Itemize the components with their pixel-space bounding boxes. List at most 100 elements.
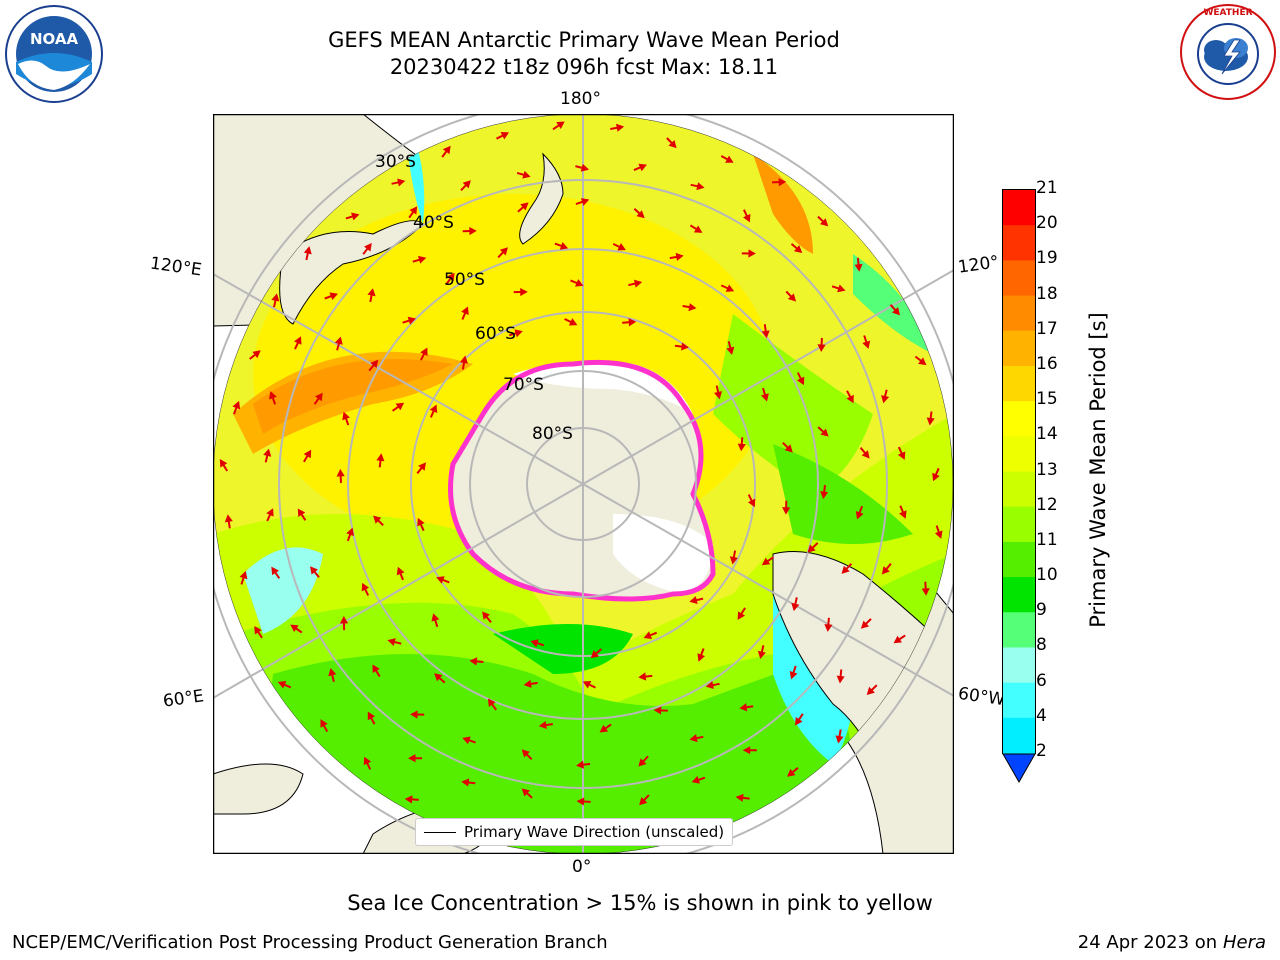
wave-arrow-head [342,411,350,421]
wave-arrow-head [290,624,299,633]
colorbar-segment [1003,295,1035,332]
wave-arrow-head [681,342,689,351]
wave-arrow-head [739,703,748,712]
wave-arrow-head [793,245,803,253]
wave-arrow-head [372,664,380,674]
wave-arrow-head [846,394,854,404]
wave-arrow-head [861,450,870,459]
lon-label-60e: 60°E [161,686,206,712]
wave-arrow-head [791,602,800,612]
wave-arrow-head [523,679,532,688]
colorbar-tick-label: 21 [1036,178,1058,198]
wave-arrow-head [697,653,706,662]
legend-label: Primary Wave Direction (unscaled) [464,823,725,841]
colorbar-tick-label: 18 [1036,283,1058,304]
wave-arrow-head [320,719,328,728]
wave-arrow-head [224,514,233,523]
wave-arrow-head [361,582,370,592]
wave-arrow-head [294,336,302,345]
wave-arrow-head [696,182,705,191]
wave-arrow-head [747,498,756,508]
lon-label-60w: 60°W [956,683,1007,711]
wave-arrow-head [761,330,770,339]
wave-arrow-head [232,400,241,410]
colorbar-segment [1003,365,1035,402]
colorbar-tick-label: 6 [1036,670,1047,691]
chart-subtitle: 20230422 t18z 096h fcst Max: 18.11 [389,55,779,79]
wave-arrow-head [266,508,274,517]
lat-label-60s: 60°S [475,324,516,344]
lat-label-70s: 70°S [503,375,544,395]
wave-arrow-head [431,613,440,622]
wave-arrow-head [854,263,863,272]
wave-arrow-head [866,686,875,695]
svg-text:NOAA: NOAA [30,30,79,48]
lon-label-0: 0° [572,857,592,877]
wave-arrow-head [820,218,829,227]
colorbar-segment [1003,190,1035,226]
wave-arrow-head [303,246,312,255]
wave-arrow-head [653,706,662,715]
wave-arrow-head [638,672,647,681]
wave-arrow-head [807,544,816,553]
wave-arrow-head [271,293,280,302]
wave-arrow-head [219,459,228,468]
wave-arrow-head [334,336,343,345]
wave-arrow-head [582,681,592,689]
wave-arrow-head [824,624,833,632]
wave-arrow-head [675,252,684,261]
wave-arrow-head [689,596,698,604]
wave-arrow-head [580,163,590,172]
chart-title: GEFS MEAN Antarctic Primary Wave Mean Pe… [328,28,840,52]
wave-arrow-head [418,462,426,471]
wave-arrow-head [636,210,645,219]
lon-label-120w: 120° [956,252,1001,278]
lat-label-40s: 40°S [413,213,454,233]
wave-arrow-head [252,350,261,359]
colorbar-svg [1002,190,1036,784]
wave-arrow-head [459,355,468,364]
wave-arrow-head [615,123,625,132]
sea-ice-caption: Sea Ice Concentration > 15% is shown in … [347,891,933,915]
wave-arrow-head [789,671,798,680]
wave-arrow-head [336,468,345,477]
wave-arrow-head [436,576,445,584]
wave-arrow-head [376,453,385,462]
wave-arrow-head [487,698,496,708]
wave-arrow-head [461,306,469,315]
wave-arrow-head [499,247,508,256]
colorbar-tick-label: 19 [1036,248,1058,269]
wave-arrow-head [297,508,306,517]
wave-arrow-head [820,491,829,500]
polar-map-svg [212,113,955,855]
wave-arrow-head [757,650,766,660]
colorbar-segment [1003,577,1035,613]
wave-arrow-head [643,631,653,639]
colorbar-segment [1003,330,1035,367]
wave-arrow-head [926,417,935,426]
wave-arrow-head [599,724,609,733]
wave-arrow-head [367,288,376,297]
wave-arrow-head [725,155,734,163]
lon-label-120e: 120°E [148,253,203,281]
colorbar-tick-label: 20 [1036,213,1058,234]
wave-arrow-head [482,611,490,620]
wave-arrow-head [575,279,584,287]
wave-arrow-head [737,443,746,452]
colorbar-segment [1003,541,1035,578]
colorbar [1002,189,1036,784]
colorbar-segment [1003,401,1035,437]
wave-arrow-head [269,391,277,400]
wave-arrow-head [367,711,375,721]
colorbar-tick-label: 16 [1036,353,1058,374]
wave-arrow-head [820,428,829,437]
wave-arrow-head [559,241,569,250]
wave-arrow-head [469,226,477,236]
lon-label-180: 180° [560,89,601,109]
wave-arrow-head [446,272,455,282]
colorbar-segment [1003,225,1035,261]
wave-arrow-head [782,507,791,515]
wave-arrow-head [420,347,428,357]
wave-arrow-head [396,566,405,576]
wave-arrow-head [761,557,771,566]
